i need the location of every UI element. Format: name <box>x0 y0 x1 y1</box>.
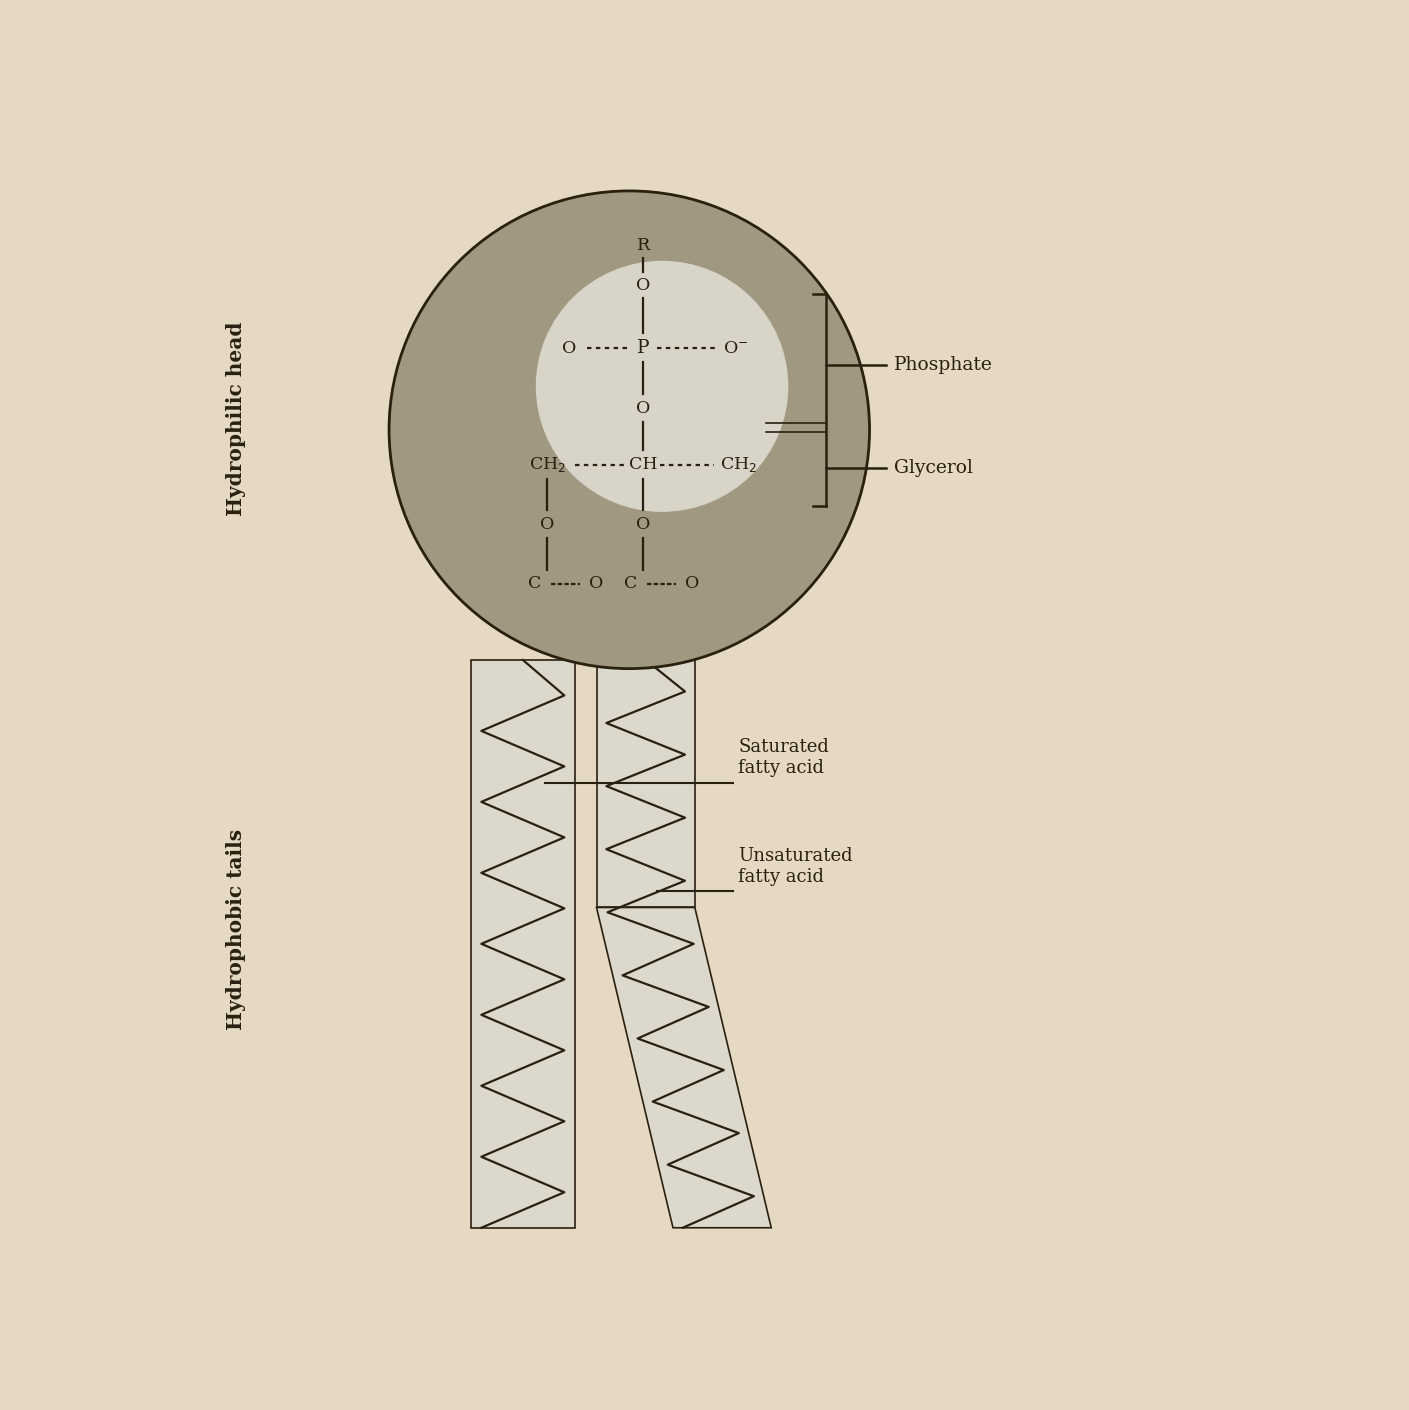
Text: O: O <box>637 516 651 533</box>
Text: O: O <box>540 516 555 533</box>
Text: Hydrophobic tails: Hydrophobic tails <box>227 829 247 1029</box>
Circle shape <box>389 190 869 668</box>
Text: O: O <box>589 575 603 592</box>
Text: Unsaturated
fatty acid: Unsaturated fatty acid <box>738 847 852 885</box>
Bar <box>471 660 575 1228</box>
Text: O$^{-}$: O$^{-}$ <box>723 340 748 357</box>
Bar <box>596 660 695 908</box>
Text: CH$_2$: CH$_2$ <box>720 455 757 474</box>
Text: O: O <box>637 276 651 293</box>
Text: O: O <box>637 399 651 416</box>
Text: C: C <box>624 575 637 592</box>
Text: CH$_2$: CH$_2$ <box>528 455 566 474</box>
Text: Glycerol: Glycerol <box>893 458 972 477</box>
Text: P: P <box>637 340 650 357</box>
Circle shape <box>537 261 788 512</box>
Text: O: O <box>685 575 700 592</box>
Text: C: C <box>527 575 541 592</box>
Text: R: R <box>637 237 650 254</box>
Text: O: O <box>562 340 576 357</box>
Text: Hydrophilic head: Hydrophilic head <box>227 321 247 516</box>
Text: Saturated
fatty acid: Saturated fatty acid <box>738 739 830 777</box>
Text: CH: CH <box>630 455 658 472</box>
Polygon shape <box>596 908 771 1228</box>
Text: Phosphate: Phosphate <box>893 355 992 374</box>
